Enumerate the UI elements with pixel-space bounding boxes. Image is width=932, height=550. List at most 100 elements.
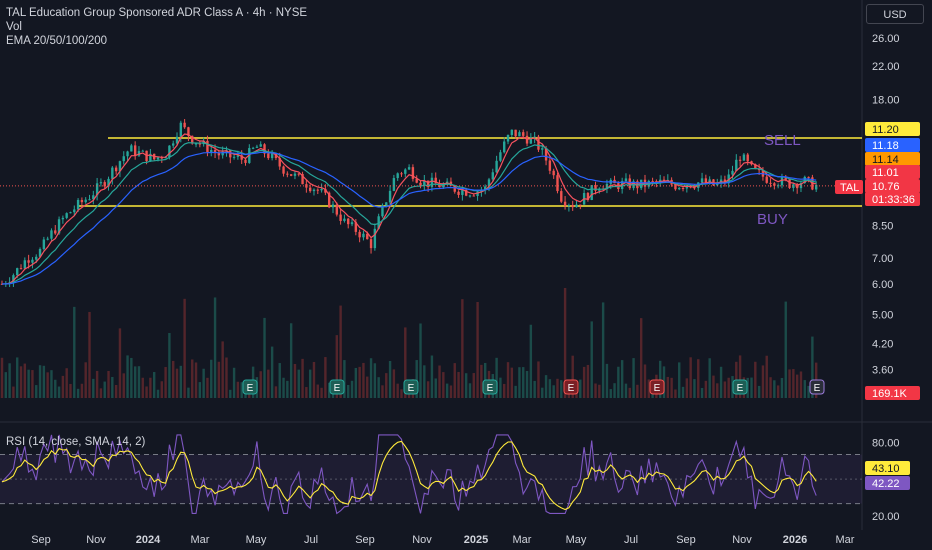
candle-body xyxy=(468,195,472,197)
volume-bar xyxy=(289,323,293,398)
volume-bar xyxy=(556,378,559,398)
volume-bar xyxy=(328,382,331,398)
candle-body xyxy=(316,189,319,191)
candle-body xyxy=(700,178,704,183)
volume-bar xyxy=(175,368,179,398)
earnings-marker xyxy=(329,379,345,395)
volume-bar xyxy=(582,366,586,398)
volume-bar xyxy=(434,378,437,398)
volume-bar xyxy=(541,387,544,398)
volume-bar xyxy=(723,381,727,398)
candle-body xyxy=(388,190,392,203)
volume-bar xyxy=(206,377,209,398)
candle-body xyxy=(769,182,772,184)
volume-bar xyxy=(8,363,11,398)
candle-body xyxy=(731,170,734,175)
volume-bar xyxy=(761,365,765,398)
volume-bar xyxy=(61,375,65,398)
volume-bar xyxy=(259,371,262,398)
ema-20-line xyxy=(1,133,817,285)
price-label: 11.18 xyxy=(872,140,899,152)
candle-body xyxy=(369,239,373,249)
x-tick-label: May xyxy=(566,534,587,546)
volume-bar xyxy=(476,301,479,398)
volume-bar xyxy=(647,379,650,398)
candle-body xyxy=(495,160,498,173)
candle-body xyxy=(571,204,574,208)
volume-bar xyxy=(712,375,715,398)
y-tick-label: 8.50 xyxy=(872,220,893,232)
candle-body xyxy=(229,150,232,158)
volume-bar xyxy=(563,288,567,398)
candle-body xyxy=(404,169,407,174)
currency-button[interactable]: USD xyxy=(866,4,924,24)
volume-bar xyxy=(225,357,228,398)
price-label-bg xyxy=(865,386,920,400)
candle-body xyxy=(510,129,514,135)
ema-50-line xyxy=(1,142,817,285)
candle-body xyxy=(38,249,42,257)
symbol-title[interactable]: TAL Education Group Sponsored ADR Class … xyxy=(6,7,308,19)
volume-bar xyxy=(678,362,681,398)
volume-bar xyxy=(145,386,148,398)
candle-body xyxy=(343,218,346,221)
candle-body xyxy=(662,179,666,181)
candle-body xyxy=(61,217,65,220)
volume-bar xyxy=(609,389,612,398)
candle-body xyxy=(244,159,247,163)
x-tick-label: Nov xyxy=(732,534,752,546)
x-tick-label: Nov xyxy=(86,534,106,546)
candle-body xyxy=(80,199,84,203)
candle-body xyxy=(586,193,590,200)
volume-bar xyxy=(16,357,19,398)
volume-bar xyxy=(198,382,202,398)
volume-bar xyxy=(107,370,110,398)
candle-body xyxy=(111,167,114,179)
volume-bar xyxy=(46,372,49,398)
volume-legend[interactable]: Vol xyxy=(6,21,22,33)
candle-body xyxy=(419,182,422,186)
volume-bar xyxy=(639,318,643,398)
rsi-legend[interactable]: RSI (14, close, SMA, 14, 2) xyxy=(6,436,146,448)
rsi-y-tick-label: 20.00 xyxy=(872,511,900,523)
candle-body xyxy=(274,153,278,159)
price-label: 11.01 xyxy=(872,167,899,179)
candle-body xyxy=(92,195,95,200)
candle-body xyxy=(232,156,236,158)
volume-bar xyxy=(286,380,289,398)
volume-bar xyxy=(803,380,806,398)
volume-bar xyxy=(426,381,430,398)
volume-bar xyxy=(773,380,776,398)
volume-bar xyxy=(335,335,339,398)
volume-bar xyxy=(232,367,236,398)
ema-legend[interactable]: EMA 20/50/100/200 xyxy=(6,35,108,47)
volume-bar xyxy=(400,389,403,398)
candle-body xyxy=(16,268,19,276)
volume-bar xyxy=(57,386,61,398)
volume-bar xyxy=(552,385,555,398)
volume-bar xyxy=(316,384,319,398)
volume-bar xyxy=(560,380,563,398)
price-label-bg xyxy=(865,165,920,179)
earnings-marker xyxy=(732,379,748,395)
volume-bar xyxy=(415,360,418,398)
candle-body xyxy=(160,157,163,159)
volume-bar xyxy=(0,357,4,398)
buy-annotation: BUY xyxy=(757,211,788,228)
candle-body xyxy=(548,160,552,171)
volume-bar xyxy=(449,385,453,398)
volume-bar xyxy=(133,366,137,398)
volume-bar xyxy=(548,379,552,398)
candle-body xyxy=(103,182,106,187)
candle-body xyxy=(84,199,87,203)
volume-bar xyxy=(727,377,730,398)
candle-body xyxy=(506,134,510,142)
candle-body xyxy=(331,204,335,208)
volume-bar xyxy=(750,377,753,398)
volume-bar xyxy=(263,317,266,398)
volume-bar xyxy=(620,360,624,398)
volume-bar xyxy=(183,298,186,398)
candle-body xyxy=(0,283,4,285)
candle-body xyxy=(27,260,30,263)
